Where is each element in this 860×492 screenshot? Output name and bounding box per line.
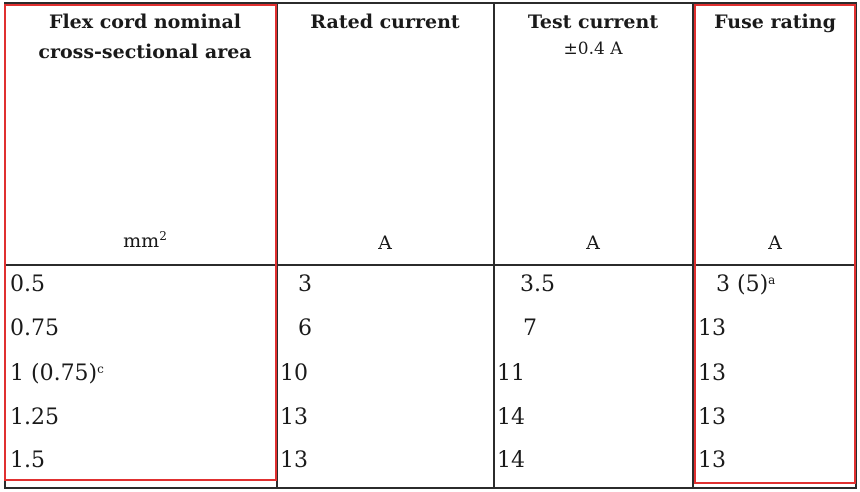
table-row-3-test: 14: [497, 405, 525, 431]
test-value: 7: [523, 316, 537, 341]
test-value: 3.5: [520, 272, 555, 297]
table-row-2-fuse: 13: [698, 361, 726, 387]
header-test: Test current ±0.4 A: [495, 7, 691, 61]
table-row-1-rated: 6: [298, 316, 312, 342]
table-row-3-fuse: 13: [698, 405, 726, 431]
fuse-value: 3 (5): [716, 272, 769, 297]
table-row-0-rated: 3: [298, 272, 312, 298]
fuse-value: 13: [698, 361, 726, 386]
column-rule-1: [276, 2, 278, 489]
table-row-1-area: 0.75: [10, 316, 59, 342]
table-row-4-test: 14: [497, 448, 525, 474]
unit-fuse: A: [696, 230, 854, 256]
table-row-2-area: 1 (0.75)c: [10, 361, 104, 387]
table-row-2-rated: 10: [280, 361, 308, 387]
table-row-4-rated: 13: [280, 448, 308, 474]
table-top-rule: [4, 2, 856, 4]
table-bottom-rule: [4, 487, 856, 489]
area-value: 0.75: [10, 316, 59, 341]
area-footnote: c: [97, 362, 104, 376]
table-row-4-fuse: 13: [698, 448, 726, 474]
table-row-3-area: 1.25: [10, 405, 59, 431]
test-value: 14: [497, 405, 525, 430]
unit-area: mm2: [20, 228, 270, 254]
unit-area-base: mm: [123, 230, 160, 252]
fuse-value: 13: [698, 405, 726, 430]
header-area-line2: cross-sectional area: [38, 41, 252, 63]
table-row-3-rated: 13: [280, 405, 308, 431]
fuse-value: 13: [698, 448, 726, 473]
table-row-1-test: 7: [523, 316, 537, 342]
column-rule-4: [855, 2, 857, 489]
header-bottom-rule: [4, 264, 856, 266]
unit-test: A: [495, 230, 691, 256]
header-area-line1: Flex cord nominal: [48, 11, 242, 33]
fuse-value: 13: [698, 316, 726, 341]
header-area: Flex cord nominal cross-sectional area: [20, 7, 270, 67]
unit-rated: A: [278, 230, 492, 256]
rated-value: 6: [298, 316, 312, 341]
area-value: 1 (0.75): [10, 361, 98, 386]
fuse-footnote: a: [768, 273, 776, 287]
unit-area-exponent: 2: [159, 229, 167, 243]
table-row-0-test: 3.5: [520, 272, 555, 298]
area-value: 1.25: [10, 405, 59, 430]
header-test-label: Test current: [527, 11, 659, 33]
header-rated-label: Rated current: [310, 11, 460, 33]
header-fuse: Fuse rating: [696, 7, 854, 37]
table-row-4-area: 1.5: [10, 448, 45, 474]
table-row-2-test: 11: [497, 361, 525, 387]
table-row-1-fuse: 13: [698, 316, 726, 342]
column-rule-2: [493, 2, 495, 489]
test-value: 11: [497, 361, 525, 386]
table-row-0-fuse: 3 (5)a: [716, 272, 775, 298]
area-value: 0.5: [10, 272, 45, 297]
header-rated: Rated current: [278, 7, 492, 37]
header-fuse-label: Fuse rating: [714, 11, 836, 33]
header-test-tolerance: ±0.4 A: [563, 39, 623, 59]
unit-test-label: A: [586, 232, 600, 254]
column-rule-3: [692, 2, 694, 489]
rated-value: 13: [280, 405, 308, 430]
rated-value: 13: [280, 448, 308, 473]
unit-fuse-label: A: [768, 232, 782, 254]
test-value: 14: [497, 448, 525, 473]
column-rule-0: [4, 2, 6, 489]
rated-value: 10: [280, 361, 308, 386]
unit-rated-label: A: [378, 232, 392, 254]
table-row-0-area: 0.5: [10, 272, 45, 298]
area-value: 1.5: [10, 448, 45, 473]
rated-value: 3: [298, 272, 312, 297]
